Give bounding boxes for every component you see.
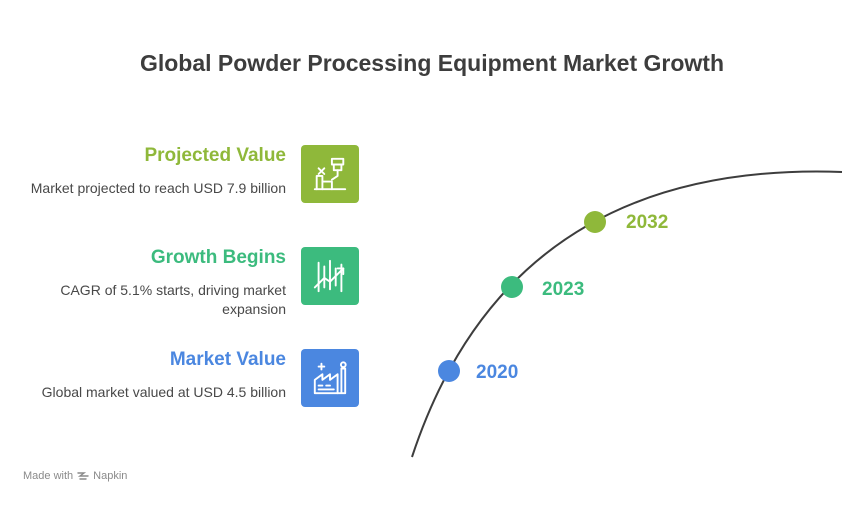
entry-description: Global market valued at USD 4.5 billion — [41, 384, 286, 400]
growth-chart-icon — [301, 247, 359, 305]
factory-icon — [301, 349, 359, 407]
entry-description: CAGR of 5.1% starts, driving market expa… — [60, 282, 286, 317]
footer: Made with Napkin — [23, 470, 127, 482]
timeline-dot-2020 — [438, 360, 460, 382]
entry-market-value: Market Value Global market valued at USD… — [30, 349, 286, 402]
timeline-dot-2023 — [501, 276, 523, 298]
timeline-dot-2032 — [584, 211, 606, 233]
brand-label: Napkin — [93, 470, 128, 482]
entry-heading: Growth Begins — [150, 247, 286, 268]
entry-description: Market projected to reach USD 7.9 billio… — [30, 180, 286, 196]
napkin-logo-icon — [77, 472, 89, 480]
year-label: 2020 — [476, 362, 519, 383]
page-title: Global Powder Processing Equipment Marke… — [139, 50, 725, 76]
entry-heading: Market Value — [169, 349, 286, 370]
year-label: 2023 — [542, 279, 585, 300]
factory-machine-icon — [301, 145, 359, 203]
made-with-label: Made with — [23, 470, 74, 482]
entry-projected-value: Projected Value Market projected to reac… — [30, 145, 286, 198]
entry-heading: Projected Value — [144, 145, 286, 166]
year-label: 2032 — [626, 212, 669, 233]
entry-growth-begins: Growth Begins CAGR of 5.1% starts, drivi… — [30, 247, 286, 319]
